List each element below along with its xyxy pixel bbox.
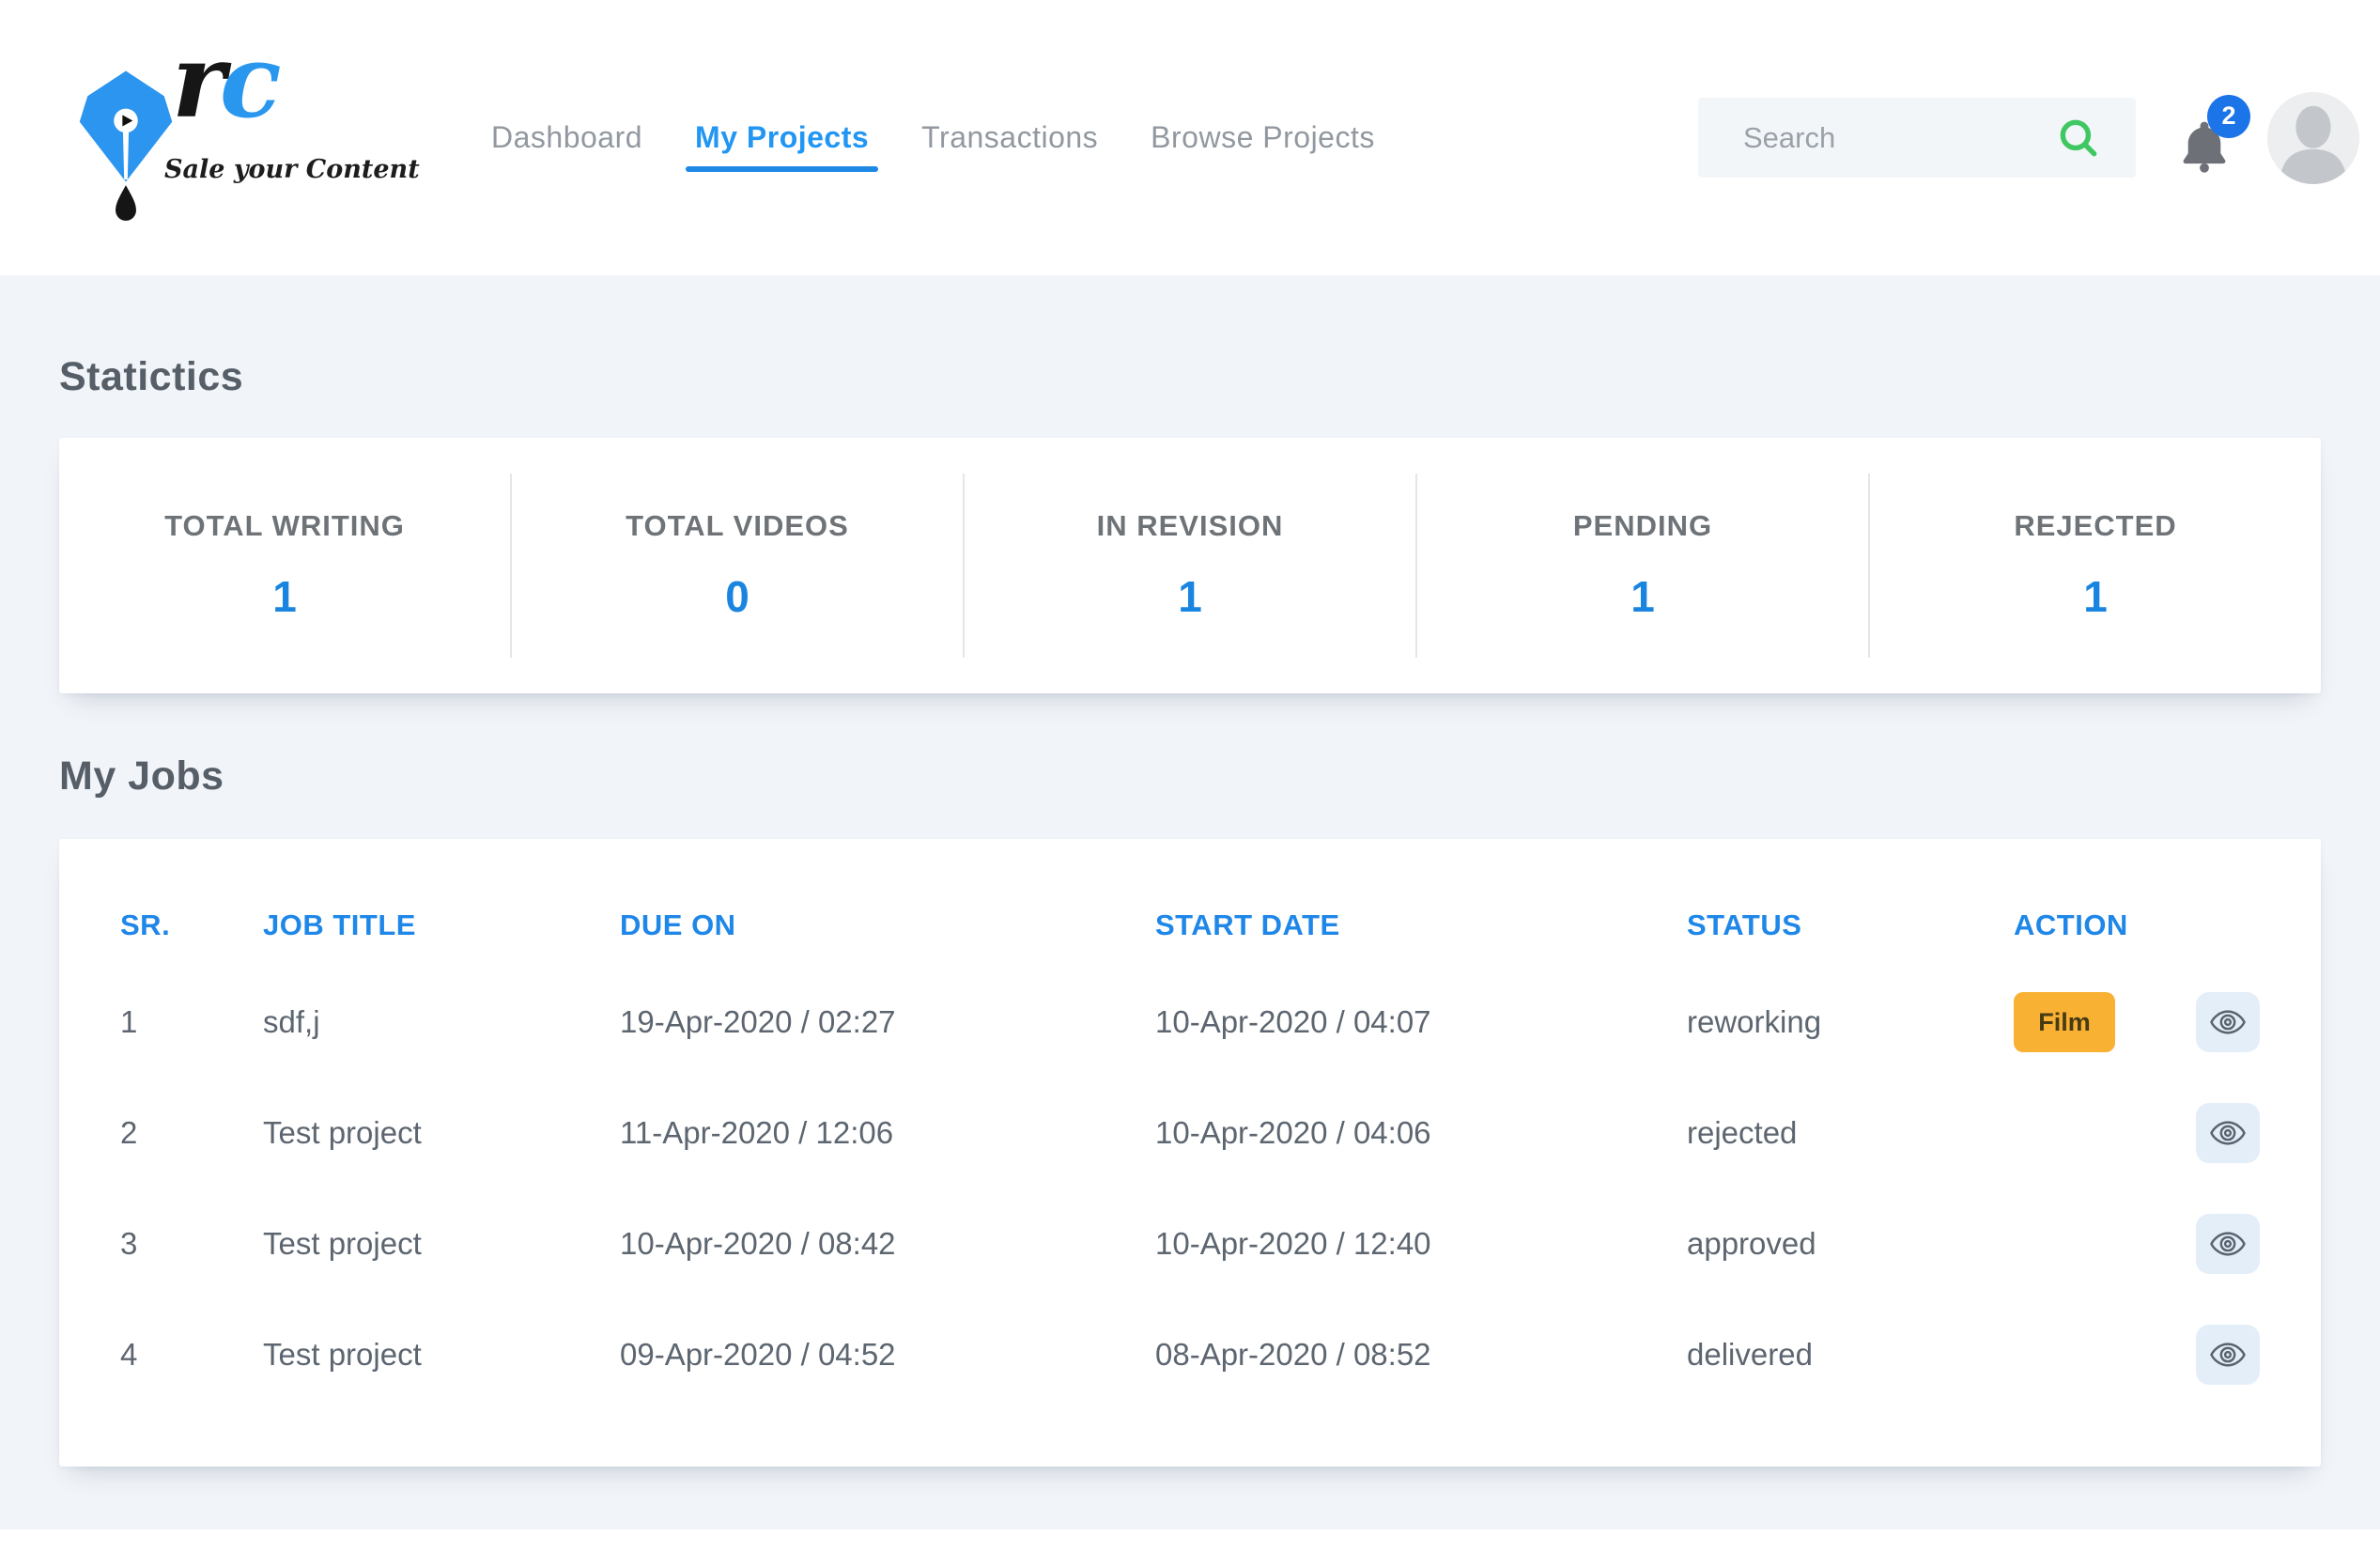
cell-start-date: 10-Apr-2020 / 04:06 [1155,1115,1431,1150]
stat-divider [963,474,965,658]
stat-divider [1868,474,1870,658]
col-header-action: ACTION [2014,908,2128,941]
main-nav: Dashboard My Projects Transactions Brows… [491,0,1375,275]
search-box [1698,98,2136,178]
stat-in-revision: IN REVISION 1 [965,438,1415,693]
stat-value: 1 [1630,572,1655,621]
user-avatar[interactable] [2267,91,2359,184]
stat-value: 1 [272,572,297,621]
action-cell [2014,1325,2260,1385]
main-content: Statictics TOTAL WRITING 1 TOTAL VIDEOS … [0,275,2380,1529]
cell-due-on: 19-Apr-2020 / 02:27 [620,1004,896,1039]
col-header-sr: SR. [120,908,171,941]
brand-logo[interactable]: rc Sale your Content [70,22,420,251]
stat-pending: PENDING 1 [1417,438,1868,693]
pen-nib-logo-icon [79,70,173,221]
cell-sr: 1 [120,1004,138,1039]
view-eye-icon [2210,1121,2246,1145]
my-jobs-heading: My Jobs [59,753,224,799]
cell-status: approved [1687,1226,1816,1261]
cell-sr: 4 [120,1337,138,1372]
cell-start-date: 10-Apr-2020 / 12:40 [1155,1226,1431,1261]
nav-item-dashboard[interactable]: Dashboard [491,120,643,154]
view-eye-icon [2210,1232,2246,1256]
brand-wordmark: rc [172,22,282,141]
stat-label: REJECTED [2014,509,2177,542]
stat-total-videos: TOTAL VIDEOS 0 [512,438,963,693]
view-button[interactable] [2196,1214,2260,1274]
cell-due-on: 09-Apr-2020 / 04:52 [620,1337,896,1372]
nav-item-my-projects[interactable]: My Projects [686,0,879,275]
col-header-status: STATUS [1687,908,1802,941]
stat-divider [510,474,512,658]
nav-item-browse-projects[interactable]: Browse Projects [1151,120,1375,154]
cell-sr: 3 [120,1226,138,1261]
header-right-group: 2 [1698,91,2359,184]
brand-tagline: Sale your Content [164,154,420,184]
notification-count-badge: 2 [2207,94,2250,138]
cell-due-on: 11-Apr-2020 / 12:06 [620,1115,894,1150]
cell-sr: 2 [120,1115,138,1150]
cell-job-title: Test project [263,1115,422,1150]
notifications-button[interactable]: 2 [2175,94,2250,176]
stat-rejected: REJECTED 1 [1870,438,2321,693]
stat-label: PENDING [1572,509,1713,542]
cell-status: rejected [1687,1115,1798,1150]
action-cell: Film [2014,992,2260,1052]
stat-value: 0 [725,572,750,621]
view-button[interactable] [2196,1325,2260,1385]
top-header: rc Sale your Content Dashboard My Projec… [0,0,2380,275]
view-button[interactable] [2196,1103,2260,1163]
table-row: 4 Test project 09-Apr-2020 / 04:52 08-Ap… [119,1299,2261,1410]
statistics-card: TOTAL WRITING 1 TOTAL VIDEOS 0 IN REVISI… [59,438,2321,693]
cell-job-title: Test project [263,1226,422,1261]
stat-label: TOTAL VIDEOS [626,509,849,542]
col-header-due-on: DUE ON [620,908,736,941]
search-icon[interactable] [2055,115,2102,162]
jobs-table-header-row: SR. JOB TITLE DUE ON START DATE STATUS A… [119,884,2261,967]
stat-label: IN REVISION [1096,509,1284,542]
table-row: 2 Test project 11-Apr-2020 / 12:06 10-Ap… [119,1078,2261,1188]
cell-job-title: Test project [263,1337,422,1372]
my-jobs-card: SR. JOB TITLE DUE ON START DATE STATUS A… [59,839,2321,1467]
stat-label: TOTAL WRITING [164,509,405,542]
nav-item-transactions[interactable]: Transactions [921,120,1099,154]
view-eye-icon [2210,1343,2246,1367]
action-cell [2014,1214,2260,1274]
avatar-silhouette-icon [2267,91,2359,184]
cell-job-title: sdf,j [263,1004,320,1039]
stat-divider [1415,474,1417,658]
statistics-heading: Statictics [59,354,244,399]
cell-start-date: 08-Apr-2020 / 08:52 [1155,1337,1431,1372]
cell-status: delivered [1687,1337,1813,1372]
cell-start-date: 10-Apr-2020 / 04:07 [1155,1004,1431,1039]
view-eye-icon [2210,1010,2246,1034]
stat-value: 1 [2083,572,2108,621]
col-header-job-title: JOB TITLE [263,908,416,941]
cell-status: reworking [1687,1004,1822,1039]
stat-value: 1 [1178,572,1202,621]
stat-total-writing: TOTAL WRITING 1 [59,438,510,693]
table-row: 1 sdf,j 19-Apr-2020 / 02:27 10-Apr-2020 … [119,967,2261,1078]
bottom-whitespace [0,1529,2380,1568]
view-button[interactable] [2196,992,2260,1052]
cell-due-on: 10-Apr-2020 / 08:42 [620,1226,896,1261]
action-cell [2014,1103,2260,1163]
jobs-table: SR. JOB TITLE DUE ON START DATE STATUS A… [119,884,2261,1410]
film-button[interactable]: Film [2014,992,2115,1052]
col-header-start-date: START DATE [1155,908,1340,941]
table-row: 3 Test project 10-Apr-2020 / 08:42 10-Ap… [119,1188,2261,1299]
